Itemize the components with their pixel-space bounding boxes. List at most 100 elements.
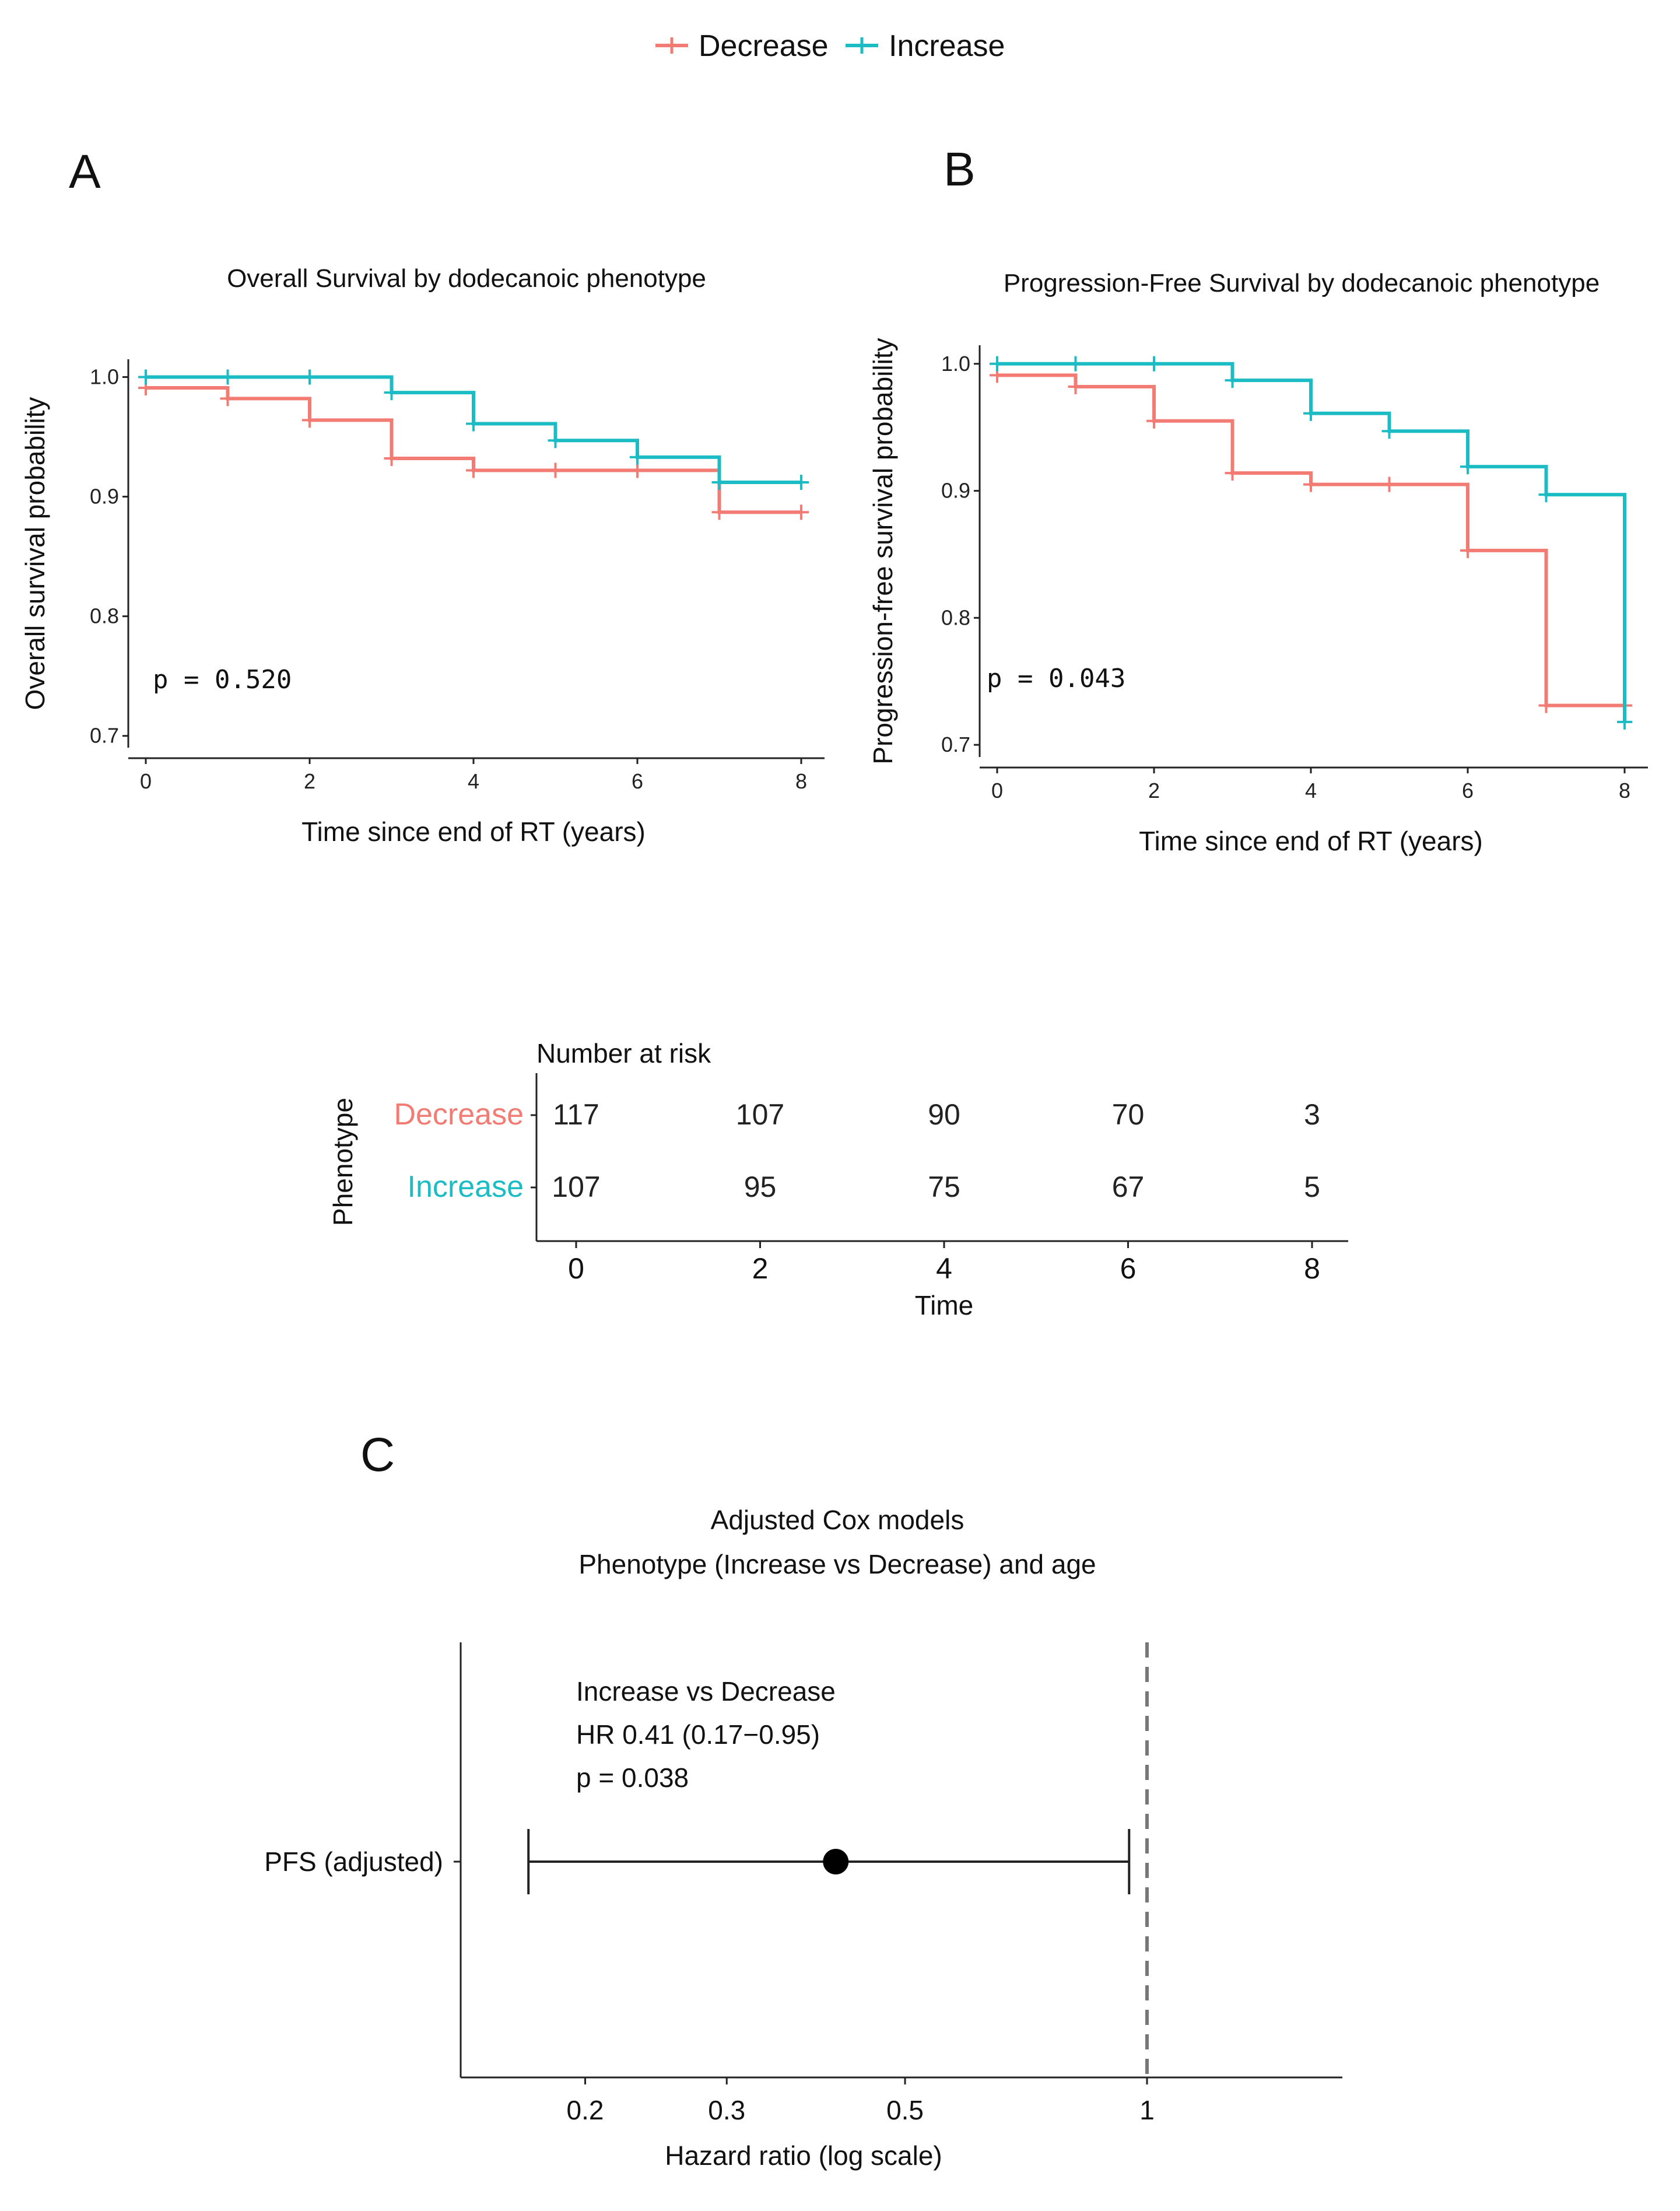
y-tick-label: 1.0 bbox=[941, 352, 970, 376]
p-value-annotation: p = 0.520 bbox=[153, 665, 292, 695]
y-tick-label: 0.8 bbox=[90, 604, 119, 628]
forest-annotation-line: p = 0.038 bbox=[576, 1763, 689, 1793]
y-tick-label: 1.0 bbox=[90, 365, 119, 389]
censor-mark-increase bbox=[548, 433, 563, 448]
x-axis-label: Time since end of RT (years) bbox=[1139, 826, 1483, 856]
censor-mark-decrease bbox=[1381, 476, 1397, 492]
censor-mark-increase bbox=[1146, 356, 1162, 372]
risk-count-decrease: 70 bbox=[1112, 1098, 1145, 1131]
censor-mark-increase bbox=[1617, 714, 1632, 730]
censor-mark-increase bbox=[794, 474, 809, 490]
legend-label-increase: Increase bbox=[889, 29, 1005, 63]
risk-strata-label-increase: Increase bbox=[408, 1170, 524, 1204]
forest-x-axis-label: Hazard ratio (log scale) bbox=[665, 2140, 942, 2171]
censor-mark-decrease bbox=[1146, 413, 1162, 429]
risk-count-increase: 5 bbox=[1304, 1171, 1320, 1203]
risk-y-axis-label: Phenotype bbox=[328, 1098, 358, 1226]
legend: Decrease Increase bbox=[655, 29, 1005, 63]
forest-x-tick-label: 0.5 bbox=[886, 2095, 924, 2125]
risk-count-increase: 107 bbox=[552, 1171, 600, 1203]
risk-count-increase: 95 bbox=[744, 1171, 777, 1203]
censor-mark-increase bbox=[1460, 459, 1475, 475]
hazard-ratio-point bbox=[823, 1849, 849, 1874]
censor-mark-increase bbox=[1068, 356, 1083, 372]
x-tick-label: 0 bbox=[140, 769, 152, 793]
censor-mark-increase bbox=[1538, 487, 1554, 503]
risk-count-decrease: 3 bbox=[1304, 1098, 1320, 1131]
y-axis-label: Progression-free survival probability bbox=[868, 338, 898, 764]
forest-x-tick-label: 0.2 bbox=[567, 2095, 604, 2125]
censor-mark-decrease bbox=[1225, 465, 1240, 481]
risk-count-decrease: 117 bbox=[553, 1098, 599, 1131]
risk-table-title: Number at risk bbox=[536, 1038, 711, 1068]
forest-row-label: PFS (adjusted) bbox=[264, 1846, 443, 1877]
risk-x-tick-label: 8 bbox=[1304, 1252, 1320, 1285]
legend-item-decrease: Decrease bbox=[655, 29, 829, 63]
legend-label-decrease: Decrease bbox=[699, 29, 829, 63]
panel-letter-c: C bbox=[360, 1428, 395, 1481]
risk-x-axis-label: Time bbox=[915, 1290, 974, 1320]
forest-x-tick-label: 0.3 bbox=[708, 2095, 745, 2125]
survival-curve-decrease bbox=[997, 373, 1625, 707]
y-tick-label: 0.7 bbox=[90, 724, 119, 748]
censor-mark-decrease bbox=[1538, 698, 1554, 713]
panel-letter-a: A bbox=[69, 145, 101, 198]
censor-mark-decrease bbox=[1460, 542, 1475, 558]
censor-mark-increase bbox=[466, 416, 481, 432]
censor-mark-decrease bbox=[1068, 379, 1083, 394]
censor-mark-decrease bbox=[548, 462, 563, 478]
censor-mark-decrease bbox=[384, 450, 399, 466]
censor-mark-increase bbox=[302, 369, 317, 385]
censor-mark-increase bbox=[384, 385, 399, 401]
number-at-risk-table: Number at risk Decrease 117 107 90 70 3 Increas… bbox=[328, 1038, 1348, 1320]
censor-mark-increase bbox=[220, 369, 236, 385]
risk-count-increase: 75 bbox=[928, 1171, 960, 1203]
censor-mark-increase bbox=[630, 449, 645, 465]
legend-item-increase: Increase bbox=[846, 29, 1005, 63]
forest-title: Adjusted Cox models bbox=[711, 1505, 964, 1535]
forest-annotation-line: HR 0.41 (0.17−0.95) bbox=[576, 1719, 820, 1750]
x-tick-label: 2 bbox=[1148, 779, 1160, 803]
panel-b-progression-free-survival: Progression-Free Survival by dodecanoic … bbox=[868, 269, 1648, 856]
x-tick-label: 4 bbox=[1305, 779, 1317, 803]
censor-mark-decrease bbox=[466, 462, 481, 478]
p-value-annotation: p = 0.043 bbox=[987, 664, 1125, 693]
x-tick-label: 0 bbox=[991, 779, 1003, 803]
censor-mark-increase bbox=[1225, 373, 1240, 388]
risk-count-decrease: 90 bbox=[928, 1098, 960, 1131]
censor-mark-decrease bbox=[794, 504, 809, 520]
y-tick-label: 0.9 bbox=[941, 479, 970, 503]
x-tick-label: 8 bbox=[795, 769, 807, 793]
y-tick-label: 0.7 bbox=[941, 733, 970, 756]
risk-x-tick-label: 0 bbox=[568, 1252, 584, 1285]
risk-x-tick-label: 2 bbox=[752, 1252, 769, 1285]
censor-mark-increase bbox=[138, 369, 153, 385]
x-tick-label: 6 bbox=[1462, 779, 1474, 803]
y-axis-label: Overall survival probability bbox=[20, 397, 50, 710]
censor-mark-decrease bbox=[220, 391, 236, 407]
censor-mark-increase bbox=[1381, 423, 1397, 439]
y-tick-label: 0.9 bbox=[90, 485, 119, 509]
forest-x-tick-label: 1 bbox=[1139, 2095, 1155, 2125]
x-tick-label: 4 bbox=[468, 769, 479, 793]
panel-a-overall-survival: Overall Survival by dodecanoic phenotype… bbox=[20, 264, 825, 847]
censor-mark-increase bbox=[1303, 405, 1318, 421]
forest-annotation-line: Increase vs Decrease bbox=[576, 1676, 836, 1707]
panel-c-forest-plot: Adjusted Cox models Phenotype (Increase v… bbox=[264, 1505, 1342, 2171]
x-tick-label: 8 bbox=[1619, 779, 1630, 803]
censor-mark-decrease bbox=[630, 462, 645, 478]
panel-letter-b: B bbox=[944, 143, 976, 196]
censor-mark-increase bbox=[990, 356, 1005, 372]
risk-x-tick-label: 4 bbox=[936, 1252, 952, 1285]
censor-mark-increase bbox=[711, 474, 727, 490]
risk-x-tick-label: 6 bbox=[1120, 1252, 1137, 1285]
censor-mark-decrease bbox=[302, 412, 317, 428]
risk-strata-label-decrease: Decrease bbox=[394, 1098, 524, 1131]
chart-title: Progression-Free Survival by dodecanoic … bbox=[1004, 269, 1600, 297]
x-tick-label: 2 bbox=[304, 769, 315, 793]
forest-subtitle: Phenotype (Increase vs Decrease) and age bbox=[578, 1549, 1096, 1579]
chart-title: Overall Survival by dodecanoic phenotype bbox=[227, 264, 706, 293]
x-tick-label: 6 bbox=[632, 769, 643, 793]
y-tick-label: 0.8 bbox=[941, 605, 970, 629]
